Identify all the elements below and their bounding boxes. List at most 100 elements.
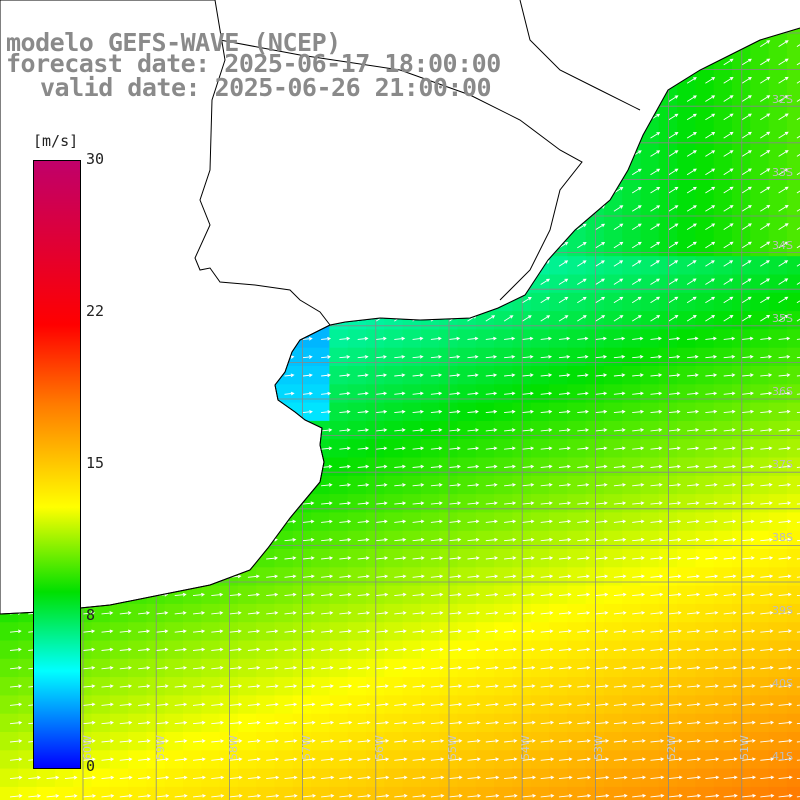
wind-speed-cell [768, 750, 788, 770]
wind-speed-cell [786, 457, 800, 477]
wind-arrow [741, 260, 752, 267]
wind-arrow [650, 665, 664, 670]
wind-speed-cell [237, 786, 257, 800]
wind-speed-cell [201, 695, 221, 715]
wind-arrow [705, 428, 718, 432]
wind-arrow [796, 503, 800, 505]
wind-arrow [723, 647, 737, 652]
wind-arrow [778, 168, 789, 176]
wind-speed-cell [640, 732, 660, 751]
wind-arrow [705, 793, 720, 798]
wind-arrow [540, 739, 555, 743]
wind-arrow [504, 611, 517, 615]
wind-arrow [577, 775, 592, 780]
wind-speed-cell [91, 640, 111, 660]
wind-speed-cell [292, 585, 312, 605]
wind-arrow [321, 355, 332, 359]
wind-arrow [211, 757, 225, 762]
wind-arrow [394, 793, 408, 798]
wind-arrow [321, 757, 335, 762]
wind-arrow [668, 611, 682, 615]
wind-speed-cell [530, 786, 550, 800]
wind-speed-cell [494, 658, 513, 678]
wind-arrow [357, 537, 370, 542]
wind-arrow [540, 428, 553, 432]
wind-arrow [467, 720, 481, 725]
wind-speed-cell [695, 237, 715, 257]
wind-arrow [558, 355, 571, 359]
wind-arrow [723, 314, 734, 322]
wind-speed-cell [237, 640, 257, 660]
wind-arrow [522, 793, 537, 798]
wind-arrow [687, 537, 700, 542]
wind-arrow [504, 757, 518, 762]
wind-arrow [284, 665, 298, 670]
wind-speed-cell [91, 713, 111, 733]
wind-arrow [760, 278, 770, 285]
wind-speed-cell [695, 256, 715, 275]
wind-speed-cell [384, 384, 404, 404]
wind-speed-cell [164, 640, 184, 660]
wind-speed-cell [347, 750, 367, 770]
wind-arrow [9, 629, 22, 634]
wind-arrow [558, 315, 569, 322]
wind-arrow [394, 720, 408, 725]
wind-arrow [741, 315, 752, 322]
wind-arrow [613, 684, 628, 688]
wind-speed-cell [420, 457, 440, 477]
wind-speed-cell [164, 622, 184, 641]
wind-speed-cell [768, 329, 788, 349]
wind-arrow [577, 574, 590, 579]
wind-arrow [339, 647, 352, 652]
wind-speed-cell [530, 475, 550, 495]
wind-speed-cell [311, 329, 330, 349]
wind-arrow [741, 373, 754, 377]
wind-arrow [485, 574, 499, 579]
wind-arrow [650, 296, 661, 304]
wind-speed-cell [475, 677, 495, 696]
wind-arrow [796, 668, 800, 670]
wind-speed-cell [384, 347, 404, 367]
wind-speed-cell [18, 640, 38, 660]
wind-arrow [723, 354, 736, 359]
wind-arrow [723, 95, 734, 102]
wind-arrow [449, 574, 462, 579]
wind-speed-cell [311, 567, 330, 587]
wind-speed-cell [713, 658, 733, 678]
wind-speed-cell [622, 311, 641, 330]
wind-speed-cell [530, 347, 550, 367]
wind-speed-cell [677, 786, 696, 800]
wind-speed-cell [786, 750, 800, 770]
wind-speed-cell [622, 201, 641, 221]
wind-arrow [668, 739, 683, 743]
wind-speed-cell [530, 530, 550, 550]
wind-arrow [119, 611, 132, 615]
wind-speed-cell [567, 420, 587, 440]
wind-arrow [211, 739, 225, 743]
wind-arrow [796, 190, 800, 194]
wind-speed-cell [146, 603, 166, 623]
wind-arrow [449, 611, 462, 615]
wind-speed-cell [567, 695, 587, 715]
wind-speed-cell [384, 622, 404, 641]
wind-speed-cell [640, 237, 660, 257]
wind-speed-cell [530, 732, 550, 751]
wind-speed-cell [695, 384, 715, 404]
wind-speed-cell [475, 329, 495, 349]
wind-arrow [796, 338, 800, 340]
wind-arrow [412, 629, 426, 634]
wind-speed-cell [768, 549, 788, 568]
wind-arrow [229, 592, 242, 597]
wind-speed-cell [786, 183, 800, 202]
wind-speed-cell [567, 512, 587, 532]
wind-arrow [705, 168, 716, 176]
wind-speed-cell [402, 622, 422, 641]
wind-speed-cell [567, 530, 587, 550]
wind-arrow [357, 611, 371, 615]
wind-arrow [760, 186, 771, 194]
wind-speed-cell [128, 695, 147, 715]
wind-arrow [321, 428, 333, 432]
wind-arrow [412, 611, 426, 615]
wind-speed-cell [475, 402, 495, 422]
wind-speed-cell [347, 384, 367, 404]
